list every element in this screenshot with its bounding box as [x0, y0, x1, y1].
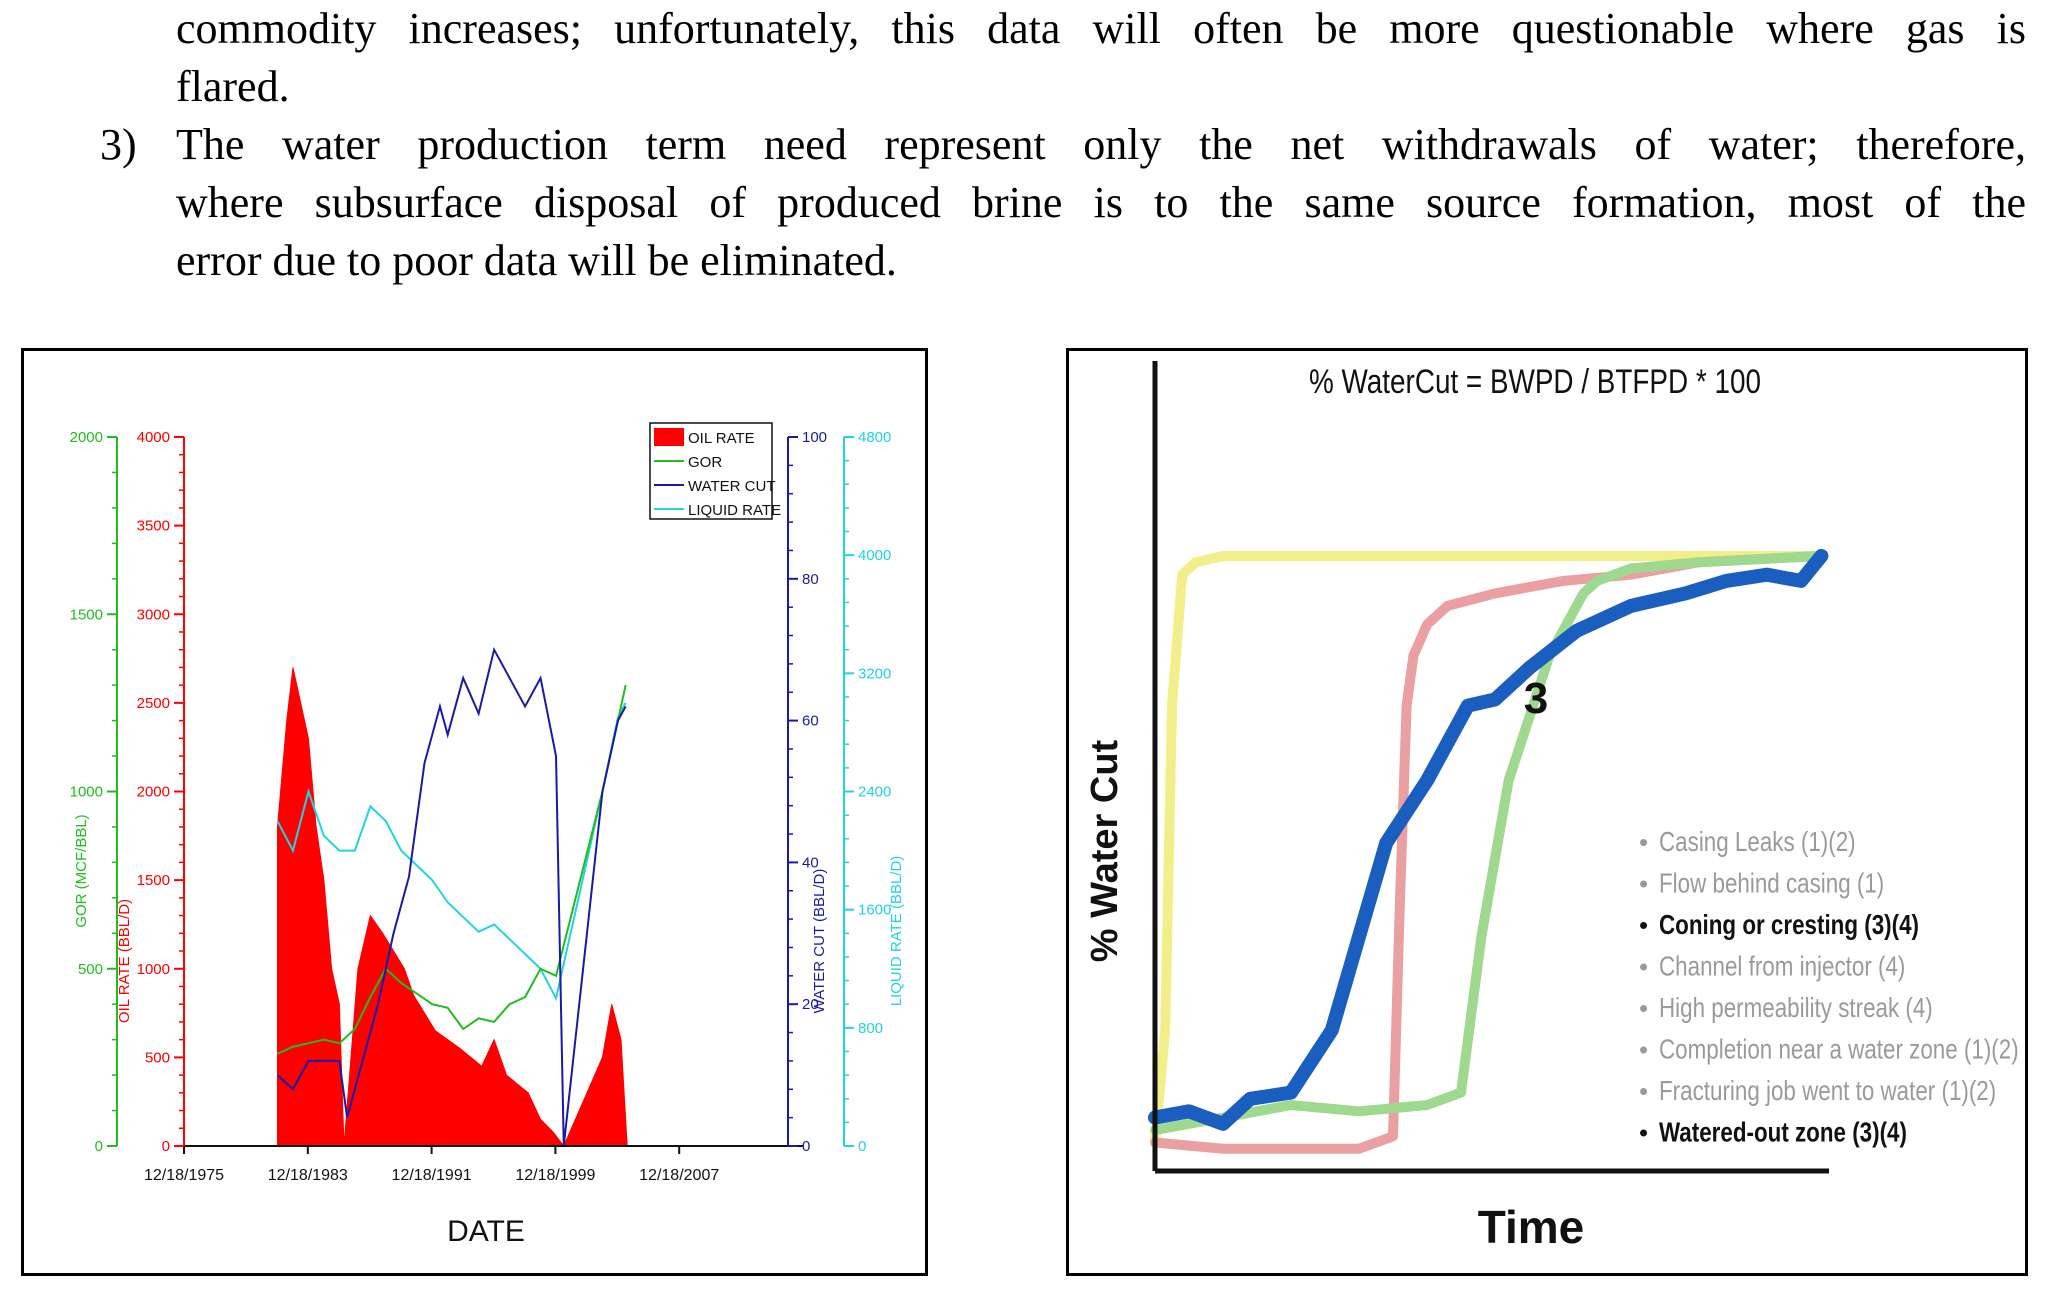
paragraph-continuation: commodity increases; unfortunately, this… — [176, 0, 2026, 116]
y-tick-label: 500 — [78, 961, 103, 978]
chart-title: % WaterCut = BWPD / BTFPD * 100 — [1309, 362, 1761, 400]
production-history-figure: 12/18/1975 12/18/1983 12/18/1991 12/18/1999… — [21, 348, 928, 1276]
mechanism-bullet: • — [1639, 910, 1648, 940]
y-tick-label: 0 — [95, 1138, 103, 1155]
y-tick-label: 1000 — [70, 784, 103, 801]
water-cut-chart: % WaterCut = BWPD / BTFPD * 100 3 • Casin… — [1084, 361, 2019, 1253]
y-tick-label: 0 — [858, 1138, 866, 1155]
y-tick-label: 4800 — [858, 429, 891, 446]
y-tick-label: 800 — [858, 1020, 883, 1037]
y-axis-label: GOR (MCF/BBL) — [73, 814, 90, 927]
mechanism-item: Casing Leaks (1)(2) — [1659, 827, 1856, 858]
legend-label: WATER CUT — [688, 478, 776, 495]
y-tick-label: 1600 — [858, 902, 891, 919]
y-axis-label: WATER CUT (BBL/D) — [811, 869, 828, 1014]
y-tick-label: 80 — [802, 571, 819, 588]
x-tick-label: 12/18/1975 — [144, 1167, 224, 1184]
blue-curve-3 — [1148, 548, 1829, 1131]
mechanism-bullet: • — [1639, 952, 1648, 982]
y-axis-label: LIQUID RATE (BBL/D) — [888, 856, 905, 1007]
mechanism-item: Watered-out zone (3)(4) — [1659, 1117, 1907, 1148]
production-history-chart: 12/18/1975 12/18/1983 12/18/1991 12/18/1999… — [70, 422, 905, 1248]
liquid-rate-line — [276, 702, 627, 1002]
curve-label-3: 3 — [1524, 674, 1548, 723]
mechanism-item: Fracturing job went to water (1)(2) — [1659, 1076, 1996, 1107]
list-item-3-line-2: where subsurface disposal of produced br… — [176, 178, 2026, 227]
list-item-3: The water production term need represent… — [176, 116, 2026, 290]
y-tick-label: 1500 — [137, 872, 170, 889]
list-item-3-line-3: error due to poor data will be eliminate… — [176, 236, 897, 285]
legend-swatch — [654, 428, 684, 446]
y-tick-label: 2000 — [70, 429, 103, 446]
mechanism-bullet: • — [1639, 827, 1648, 857]
mechanism-bullet: • — [1639, 1035, 1648, 1065]
y-tick-label: 40 — [802, 854, 819, 871]
y-tick-label: 0 — [162, 1138, 170, 1155]
y-axis-label: % Water Cut — [1084, 739, 1126, 962]
y-tick-label: 3500 — [137, 518, 170, 535]
legend-label: OIL RATE — [688, 430, 755, 447]
y-tick-label: 2400 — [858, 784, 891, 801]
water-cut-line — [276, 646, 627, 1147]
y-tick-label: 500 — [145, 1049, 170, 1066]
y-tick-label: 1500 — [70, 606, 103, 623]
y-axis-label: OIL RATE (BBL/D) — [116, 899, 133, 1023]
mechanism-item: High permeability streak (4) — [1659, 993, 1933, 1024]
y-tick-label: 0 — [802, 1138, 810, 1155]
gor-line — [277, 684, 627, 1055]
y-tick-label: 2000 — [137, 784, 170, 801]
mechanism-bullet: • — [1639, 1076, 1648, 1106]
mechanism-item: Channel from injector (4) — [1659, 951, 1905, 982]
legend-label: GOR — [688, 454, 722, 471]
mechanism-item: Flow behind casing (1) — [1659, 868, 1884, 899]
x-tick-label: 12/18/1999 — [515, 1167, 595, 1184]
y-tick-label: 2500 — [137, 695, 170, 712]
x-axis-label: Time — [1478, 1201, 1585, 1253]
mechanism-item: Completion near a water zone (1)(2) — [1659, 1034, 2019, 1065]
x-tick-label: 12/18/2007 — [639, 1167, 719, 1184]
x-tick-label: 12/18/1991 — [392, 1167, 472, 1184]
yellow-curve — [1150, 550, 1827, 1148]
mechanism-item: Coning or cresting (3)(4) — [1659, 910, 1919, 941]
green-curve — [1150, 550, 1827, 1136]
y-tick-label: 60 — [802, 713, 819, 730]
paragraph-line-1: commodity increases; unfortunately, this… — [176, 4, 2026, 53]
mechanism-bullet: • — [1639, 993, 1648, 1023]
oil-rate-area — [276, 667, 628, 1147]
y-tick-label: 100 — [802, 429, 827, 446]
mechanism-bullet: • — [1639, 869, 1648, 899]
list-item-3-line-1: The water production term need represent… — [176, 120, 2026, 169]
paragraph-line-2: flared. — [176, 62, 290, 111]
y-tick-label: 3000 — [137, 606, 170, 623]
x-tick-label: 12/18/1983 — [268, 1167, 348, 1184]
chart-legend: OIL RATE GOR WATER CUT LIQUID RATE — [649, 422, 781, 520]
y-tick-label: 1000 — [137, 961, 170, 978]
water-cut-figure: % WaterCut = BWPD / BTFPD * 100 3 • Casin… — [1066, 348, 2028, 1276]
list-item-3-number: 3) — [100, 120, 137, 169]
y-tick-label: 4000 — [137, 429, 170, 446]
mechanism-list: • Casing Leaks (1)(2) • Flow behind casing … — [1639, 827, 2019, 1148]
mechanism-bullet: • — [1639, 1118, 1648, 1148]
y-tick-label: 3200 — [858, 665, 891, 682]
y-tick-label: 20 — [802, 996, 819, 1013]
y-tick-label: 4000 — [858, 547, 891, 564]
legend-label: LIQUID RATE — [688, 502, 781, 519]
x-axis-label: DATE — [447, 1215, 525, 1248]
